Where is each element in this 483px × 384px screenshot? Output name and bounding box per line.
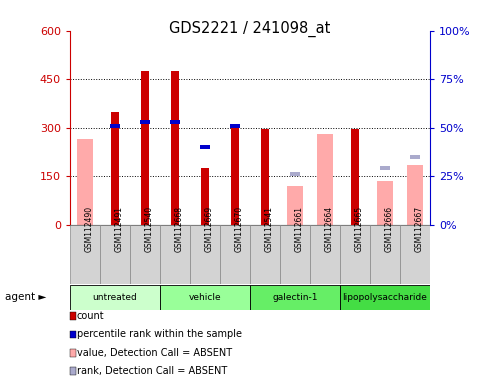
Bar <box>407 165 423 225</box>
Bar <box>410 155 420 159</box>
Text: GSM112540: GSM112540 <box>145 206 154 252</box>
Bar <box>231 124 239 225</box>
FancyBboxPatch shape <box>70 225 100 284</box>
FancyBboxPatch shape <box>310 225 340 284</box>
Bar <box>77 139 93 225</box>
FancyBboxPatch shape <box>190 225 220 284</box>
FancyBboxPatch shape <box>340 285 430 310</box>
Bar <box>317 134 333 225</box>
Text: count: count <box>77 311 104 321</box>
Text: GSM112491: GSM112491 <box>115 207 124 252</box>
Text: GSM112541: GSM112541 <box>265 207 274 252</box>
Bar <box>141 71 149 225</box>
Bar <box>380 167 390 170</box>
Text: GSM112666: GSM112666 <box>385 206 394 252</box>
Bar <box>201 168 209 225</box>
Bar <box>261 129 269 225</box>
Text: GSM112668: GSM112668 <box>175 207 184 252</box>
Bar <box>170 120 180 124</box>
Text: GSM112664: GSM112664 <box>325 206 334 252</box>
Text: GSM112665: GSM112665 <box>355 206 364 252</box>
FancyBboxPatch shape <box>130 225 160 284</box>
Bar <box>351 129 359 225</box>
Text: GSM112667: GSM112667 <box>415 206 424 252</box>
FancyBboxPatch shape <box>100 225 130 284</box>
FancyBboxPatch shape <box>400 225 430 284</box>
Text: value, Detection Call = ABSENT: value, Detection Call = ABSENT <box>77 348 232 358</box>
FancyBboxPatch shape <box>370 225 400 284</box>
Text: galectin-1: galectin-1 <box>272 293 318 302</box>
Text: GSM112669: GSM112669 <box>205 206 214 252</box>
FancyBboxPatch shape <box>160 285 250 310</box>
Bar <box>287 186 303 225</box>
Text: GDS2221 / 241098_at: GDS2221 / 241098_at <box>169 21 331 37</box>
Bar <box>290 172 300 176</box>
Bar <box>140 120 150 124</box>
Text: agent ►: agent ► <box>5 292 46 302</box>
FancyBboxPatch shape <box>340 225 370 284</box>
Bar <box>200 145 210 149</box>
Text: GSM112661: GSM112661 <box>295 207 304 252</box>
Bar <box>230 124 240 128</box>
FancyBboxPatch shape <box>250 225 280 284</box>
FancyBboxPatch shape <box>70 285 160 310</box>
Text: lipopolysaccharide: lipopolysaccharide <box>342 293 427 302</box>
Bar <box>377 181 393 225</box>
FancyBboxPatch shape <box>160 225 190 284</box>
Text: untreated: untreated <box>93 293 137 302</box>
FancyBboxPatch shape <box>280 225 310 284</box>
Text: GSM112670: GSM112670 <box>235 206 244 252</box>
FancyBboxPatch shape <box>220 225 250 284</box>
Bar <box>111 111 119 225</box>
FancyBboxPatch shape <box>250 285 340 310</box>
Bar <box>171 71 179 225</box>
Text: vehicle: vehicle <box>189 293 221 302</box>
Text: rank, Detection Call = ABSENT: rank, Detection Call = ABSENT <box>77 366 227 376</box>
Text: GSM112490: GSM112490 <box>85 206 94 252</box>
Bar <box>110 124 120 128</box>
Text: percentile rank within the sample: percentile rank within the sample <box>77 329 242 339</box>
